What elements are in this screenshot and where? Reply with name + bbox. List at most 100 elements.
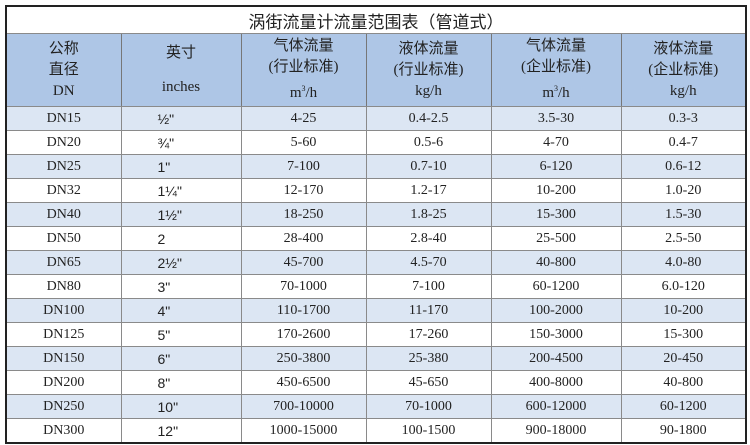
cell-gas-enterprise: 200-4500	[490, 346, 622, 371]
cell-gas-enterprise: 60-1200	[490, 274, 622, 299]
cell-gas-enterprise: 15-300	[490, 202, 622, 227]
cell-liquid-enterprise: 6.0-120	[620, 274, 747, 299]
header-inches: 英寸 inches	[120, 33, 242, 107]
cell-dn: DN100	[5, 298, 122, 323]
table-row: DN25 1" 7-100 0.7-10 6-120 0.6-12	[5, 154, 747, 179]
table-row: DN250 10" 700-10000 70-1000 600-12000 60-1200	[5, 394, 747, 419]
header-liquid-industry: 液体流量 (行业标准) kg/h	[365, 33, 492, 107]
cell-liquid-enterprise: 40-800	[620, 370, 747, 395]
cell-inches: 1"	[120, 154, 242, 179]
cell-liquid-industry: 11-170	[365, 298, 492, 323]
cell-inches: ½"	[120, 106, 242, 131]
cell-liquid-enterprise: 1.0-20	[620, 178, 747, 203]
cell-liquid-industry: 7-100	[365, 274, 492, 299]
cell-liquid-industry: 45-650	[365, 370, 492, 395]
cell-dn: DN25	[5, 154, 122, 179]
table-row: DN65 2½" 45-700 4.5-70 40-800 4.0-80	[5, 250, 747, 275]
cell-gas-enterprise: 150-3000	[490, 322, 622, 347]
cell-inches: ¾"	[120, 130, 242, 155]
table-row: DN80 3" 70-1000 7-100 60-1200 6.0-120	[5, 274, 747, 299]
cell-dn: DN300	[5, 418, 122, 444]
cell-liquid-industry: 4.5-70	[365, 250, 492, 275]
cell-inches: 2	[120, 226, 242, 251]
cell-gas-industry: 170-2600	[240, 322, 367, 347]
table-row: DN200 8" 450-6500 45-650 400-8000 40-800	[5, 370, 747, 395]
cell-liquid-enterprise: 4.0-80	[620, 250, 747, 275]
cell-liquid-enterprise: 1.5-30	[620, 202, 747, 227]
cell-dn: DN32	[5, 178, 122, 203]
header-dn: 公称 直径 DN	[5, 33, 122, 107]
cell-gas-enterprise: 10-200	[490, 178, 622, 203]
cell-gas-industry: 1000-15000	[240, 418, 367, 444]
cell-dn: DN150	[5, 346, 122, 371]
cell-gas-industry: 450-6500	[240, 370, 367, 395]
cell-dn: DN40	[5, 202, 122, 227]
cell-gas-industry: 7-100	[240, 154, 367, 179]
cell-liquid-industry: 100-1500	[365, 418, 492, 444]
cell-gas-industry: 700-10000	[240, 394, 367, 419]
cell-liquid-industry: 0.4-2.5	[365, 106, 492, 131]
cell-inches: 2½"	[120, 250, 242, 275]
table-row: DN300 12" 1000-15000 100-1500 900-18000 90-18…	[5, 418, 747, 444]
cell-liquid-industry: 1.8-25	[365, 202, 492, 227]
cell-inches: 12"	[120, 418, 242, 444]
cell-gas-enterprise: 3.5-30	[490, 106, 622, 131]
cell-liquid-enterprise: 0.4-7	[620, 130, 747, 155]
cell-liquid-enterprise: 2.5-50	[620, 226, 747, 251]
cell-inches: 1¼"	[120, 178, 242, 203]
cell-inches: 4"	[120, 298, 242, 323]
cell-liquid-industry: 2.8-40	[365, 226, 492, 251]
cell-gas-enterprise: 6-120	[490, 154, 622, 179]
cell-gas-industry: 12-170	[240, 178, 367, 203]
header-liquid-enterprise: 液体流量 (企业标准) kg/h	[620, 33, 747, 107]
cell-dn: DN15	[5, 106, 122, 131]
cell-gas-industry: 18-250	[240, 202, 367, 227]
cell-dn: DN200	[5, 370, 122, 395]
cell-inches: 3"	[120, 274, 242, 299]
flow-range-table: 涡街流量计流量范围表（管道式） 公称 直径 DN 英寸 inches 气体流量 (行业标…	[5, 5, 748, 444]
cell-liquid-enterprise: 0.6-12	[620, 154, 747, 179]
cell-liquid-industry: 1.2-17	[365, 178, 492, 203]
table-row: DN15 ½" 4-25 0.4-2.5 3.5-30 0.3-3	[5, 106, 747, 131]
table-row: DN150 6" 250-3800 25-380 200-4500 20-450	[5, 346, 747, 371]
cell-gas-industry: 250-3800	[240, 346, 367, 371]
cell-gas-enterprise: 900-18000	[490, 418, 622, 444]
cell-inches: 5"	[120, 322, 242, 347]
header-row: 公称 直径 DN 英寸 inches 气体流量 (行业标准) m3/h 液体流量 (行业标准…	[5, 33, 747, 107]
cell-gas-enterprise: 600-12000	[490, 394, 622, 419]
cell-liquid-industry: 70-1000	[365, 394, 492, 419]
table-row: DN40 1½" 18-250 1.8-25 15-300 1.5-30	[5, 202, 747, 227]
cell-liquid-industry: 0.7-10	[365, 154, 492, 179]
header-gas-industry: 气体流量 (行业标准) m3/h	[240, 33, 367, 107]
cell-gas-enterprise: 4-70	[490, 130, 622, 155]
cell-gas-industry: 4-25	[240, 106, 367, 131]
cell-liquid-enterprise: 60-1200	[620, 394, 747, 419]
cell-dn: DN20	[5, 130, 122, 155]
cell-dn: DN250	[5, 394, 122, 419]
cell-liquid-enterprise: 15-300	[620, 322, 747, 347]
cell-gas-industry: 45-700	[240, 250, 367, 275]
cell-inches: 10"	[120, 394, 242, 419]
cell-gas-industry: 28-400	[240, 226, 367, 251]
cell-dn: DN125	[5, 322, 122, 347]
cell-gas-industry: 5-60	[240, 130, 367, 155]
cell-liquid-industry: 17-260	[365, 322, 492, 347]
cell-liquid-enterprise: 20-450	[620, 346, 747, 371]
table-row: DN50 2 28-400 2.8-40 25-500 2.5-50	[5, 226, 747, 251]
cell-gas-enterprise: 100-2000	[490, 298, 622, 323]
table-row: DN125 5" 170-2600 17-260 150-3000 15-300	[5, 322, 747, 347]
cell-liquid-industry: 25-380	[365, 346, 492, 371]
cell-gas-industry: 70-1000	[240, 274, 367, 299]
header-gas-enterprise: 气体流量 (企业标准) m3/h	[490, 33, 622, 107]
table-row: DN100 4" 110-1700 11-170 100-2000 10-200	[5, 298, 747, 323]
cell-gas-industry: 110-1700	[240, 298, 367, 323]
cell-dn: DN50	[5, 226, 122, 251]
cell-gas-enterprise: 40-800	[490, 250, 622, 275]
cell-gas-enterprise: 400-8000	[490, 370, 622, 395]
cell-liquid-enterprise: 0.3-3	[620, 106, 747, 131]
cell-inches: 6"	[120, 346, 242, 371]
table-title: 涡街流量计流量范围表（管道式）	[5, 5, 747, 34]
cell-gas-enterprise: 25-500	[490, 226, 622, 251]
cell-dn: DN80	[5, 274, 122, 299]
table-row: DN20 ¾" 5-60 0.5-6 4-70 0.4-7	[5, 130, 747, 155]
